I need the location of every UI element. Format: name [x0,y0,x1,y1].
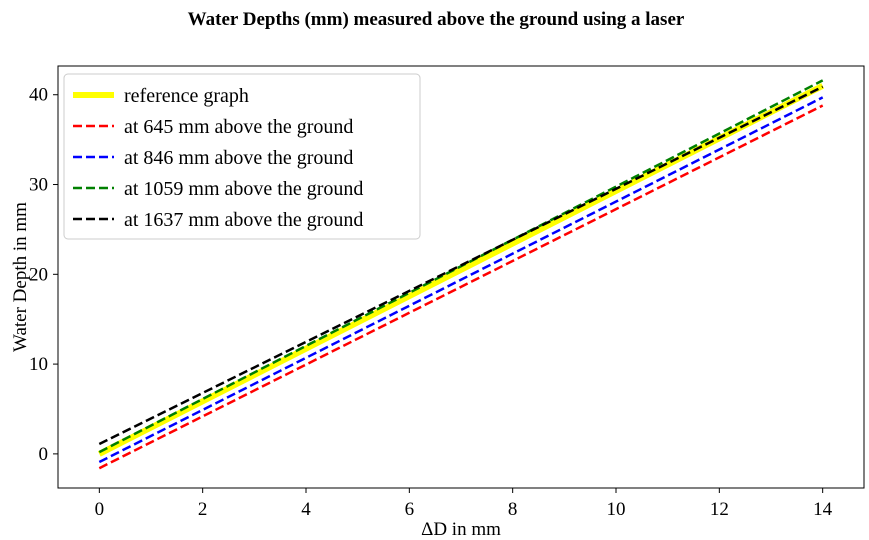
y-axis-title: Water Depth in mm [10,202,31,352]
legend: reference graph at 645 mm above the groun… [63,73,421,240]
legend-box [63,73,421,240]
y-tick-label: 20 [29,264,48,285]
y-tick-label: 0 [39,444,49,465]
legend-label-3: at 1059 mm above the ground [124,178,363,200]
x-tick-label: 8 [508,499,518,520]
x-axis-title: ΔD in mm [421,519,501,540]
x-tick-label: 14 [813,499,833,520]
x-tick-label: 6 [405,499,415,520]
x-tick-label: 12 [710,499,729,520]
legend-label-1: at 645 mm above the ground [124,116,353,138]
x-tick-label: 0 [95,499,105,520]
chart-title: Water Depths (mm) measured above the gro… [188,9,685,30]
y-tick-label: 30 [29,175,48,196]
legend-label-2: at 846 mm above the ground [124,147,353,169]
x-tick-label: 10 [607,499,626,520]
series-line-4 [98,85,824,446]
legend-label-4: at 1637 mm above the ground [124,209,363,231]
series-line-1 [98,104,824,470]
series-line-2 [98,96,824,464]
plot-area [97,79,825,470]
axis-ticks: 0 2 4 6 8 10 12 14 0 10 20 30 40 [29,85,833,520]
x-tick-label: 4 [301,499,311,520]
x-tick-label: 2 [198,499,208,520]
plot-frame [57,65,865,489]
y-tick-label: 10 [29,354,48,375]
y-tick-label: 40 [29,85,48,106]
legend-label-0: reference graph [124,85,249,107]
